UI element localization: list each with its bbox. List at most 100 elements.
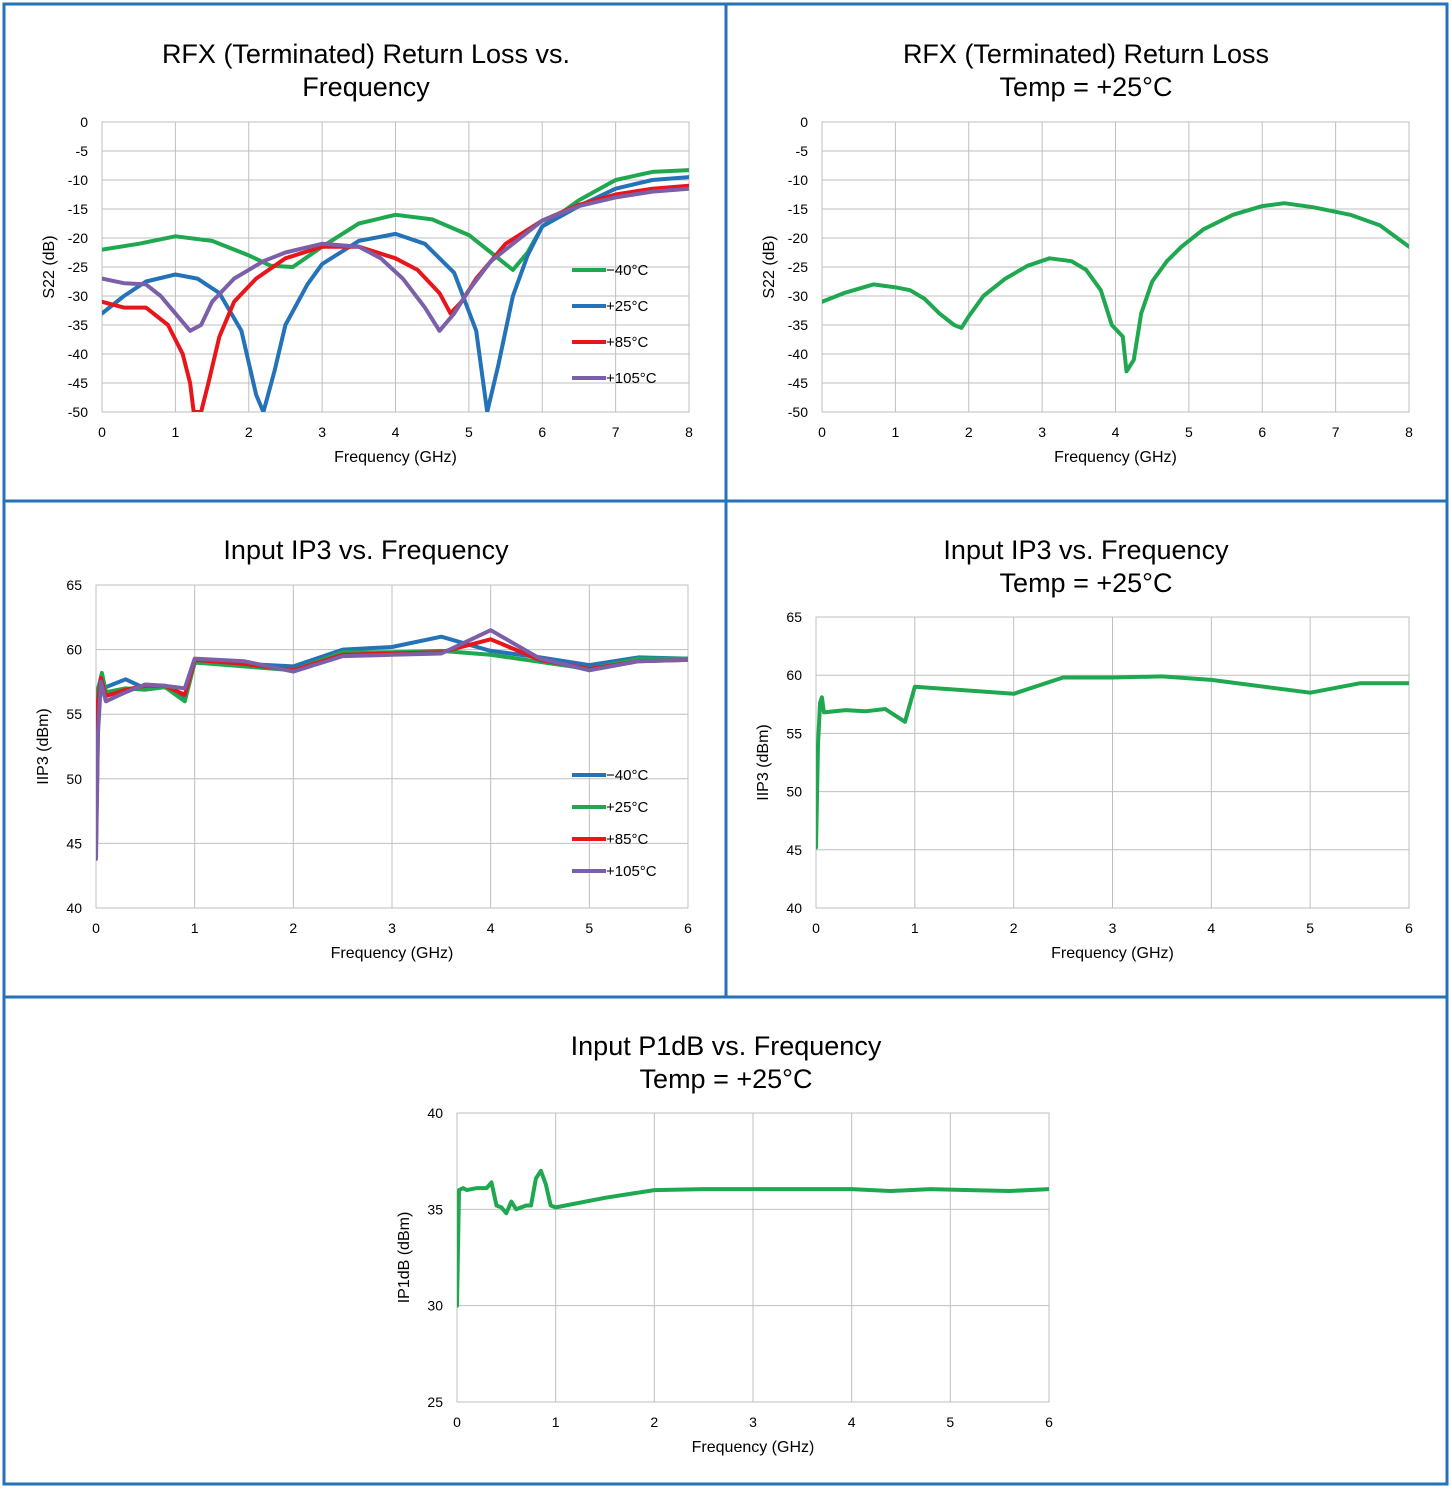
chart-return-loss-vs-frequency: RFX (Terminated) Return Loss vs.Frequenc… [41,39,693,466]
series-line [457,1168,1049,1308]
y-tick-label: -15 [788,201,808,217]
y-tick-label: 65 [786,609,802,625]
x-tick-label: 4 [1207,920,1215,936]
y-tick-label: -40 [68,346,88,362]
x-tick-label: 5 [1306,920,1314,936]
y-tick-label: -25 [788,259,808,275]
x-tick-label: 6 [1258,424,1266,440]
x-axis-label: Frequency (GHz) [1054,449,1177,466]
y-tick-label: 0 [800,114,808,130]
legend-label: +25°C [606,799,648,816]
y-tick-label: -40 [788,346,808,362]
x-tick-label: 5 [946,1414,954,1430]
y-tick-label: -30 [788,288,808,304]
y-axis-label: S22 (dB) [761,235,778,298]
y-tick-label: 40 [427,1105,443,1121]
y-tick-label: -45 [788,375,808,391]
chart-title: RFX (Terminated) Return Loss [903,39,1269,69]
x-tick-label: 0 [98,424,106,440]
y-tick-label: -45 [68,375,88,391]
y-tick-label: 60 [786,667,802,683]
x-tick-label: 1 [891,424,899,440]
y-tick-label: 50 [786,784,802,800]
series-line [102,186,689,333]
x-tick-label: 5 [585,920,593,936]
chart-title: RFX (Terminated) Return Loss vs. [162,39,570,69]
y-tick-label: -5 [76,143,89,159]
legend-label: +85°C [606,334,648,351]
y-tick-label: 0 [80,114,88,130]
chart-title: Temp = +25°C [1000,72,1173,102]
x-tick-label: 4 [487,920,495,936]
y-tick-label: -35 [68,317,88,333]
series-line [822,201,1409,374]
x-tick-label: 2 [1010,920,1018,936]
y-tick-label: 50 [66,771,82,787]
x-tick-label: 7 [1332,424,1340,440]
y-tick-label: 65 [66,577,82,593]
y-tick-label: 40 [786,900,802,916]
x-tick-label: 4 [1112,424,1120,440]
y-tick-label: -50 [788,404,808,420]
x-axis-label: Frequency (GHz) [334,449,457,466]
x-tick-label: 3 [1109,920,1117,936]
legend-label: +105°C [606,863,657,880]
x-tick-label: 1 [552,1414,560,1430]
x-tick-label: 0 [453,1414,461,1430]
x-tick-label: 5 [1185,424,1193,440]
x-tick-label: 3 [749,1414,757,1430]
y-tick-label: -30 [68,288,88,304]
y-tick-label: -20 [788,230,808,246]
y-axis-label: IP1dB (dBm) [396,1212,413,1304]
series-line [816,674,1409,850]
x-tick-label: 0 [812,920,820,936]
x-tick-label: 2 [289,920,297,936]
x-axis-label: Frequency (GHz) [1051,945,1174,962]
y-tick-label: -10 [68,172,88,188]
y-tick-label: 60 [66,642,82,658]
legend-label: −40°C [606,262,648,279]
chart-title: Input P1dB vs. Frequency [571,1031,882,1061]
x-tick-label: 3 [388,920,396,936]
y-tick-label: 55 [786,725,802,741]
y-tick-label: -5 [796,143,809,159]
legend-label: −40°C [606,767,648,784]
y-tick-label: 55 [66,706,82,722]
y-tick-label: -35 [788,317,808,333]
chart-title: Temp = +25°C [640,1064,813,1094]
x-tick-label: 6 [1045,1414,1053,1430]
chart-title: Temp = +25°C [1000,568,1173,598]
x-tick-label: 1 [171,424,179,440]
x-tick-label: 3 [1038,424,1046,440]
y-tick-label: -15 [68,201,88,217]
y-tick-label: 35 [427,1201,443,1217]
x-tick-label: 1 [911,920,919,936]
x-tick-label: 0 [818,424,826,440]
x-tick-label: 4 [392,424,400,440]
y-tick-label: 25 [427,1394,443,1410]
x-tick-label: 8 [1405,424,1413,440]
y-axis-label: IIP3 (dBm) [755,724,772,800]
chart-title: Frequency [302,72,430,102]
x-tick-label: 6 [538,424,546,440]
y-axis-label: IIP3 (dBm) [35,708,52,784]
x-tick-label: 0 [92,920,100,936]
x-tick-label: 3 [318,424,326,440]
x-tick-label: 7 [612,424,620,440]
x-tick-label: 1 [191,920,199,936]
x-axis-label: Frequency (GHz) [331,945,454,962]
x-tick-label: 6 [1405,920,1413,936]
x-tick-label: 2 [650,1414,658,1430]
legend-label: +25°C [606,298,648,315]
y-tick-label: 45 [66,835,82,851]
x-tick-label: 2 [965,424,973,440]
y-axis-label: S22 (dB) [41,235,58,298]
y-tick-label: -50 [68,404,88,420]
y-tick-label: 45 [786,842,802,858]
chart-title: Input IP3 vs. Frequency [943,535,1229,565]
x-tick-label: 8 [685,424,693,440]
